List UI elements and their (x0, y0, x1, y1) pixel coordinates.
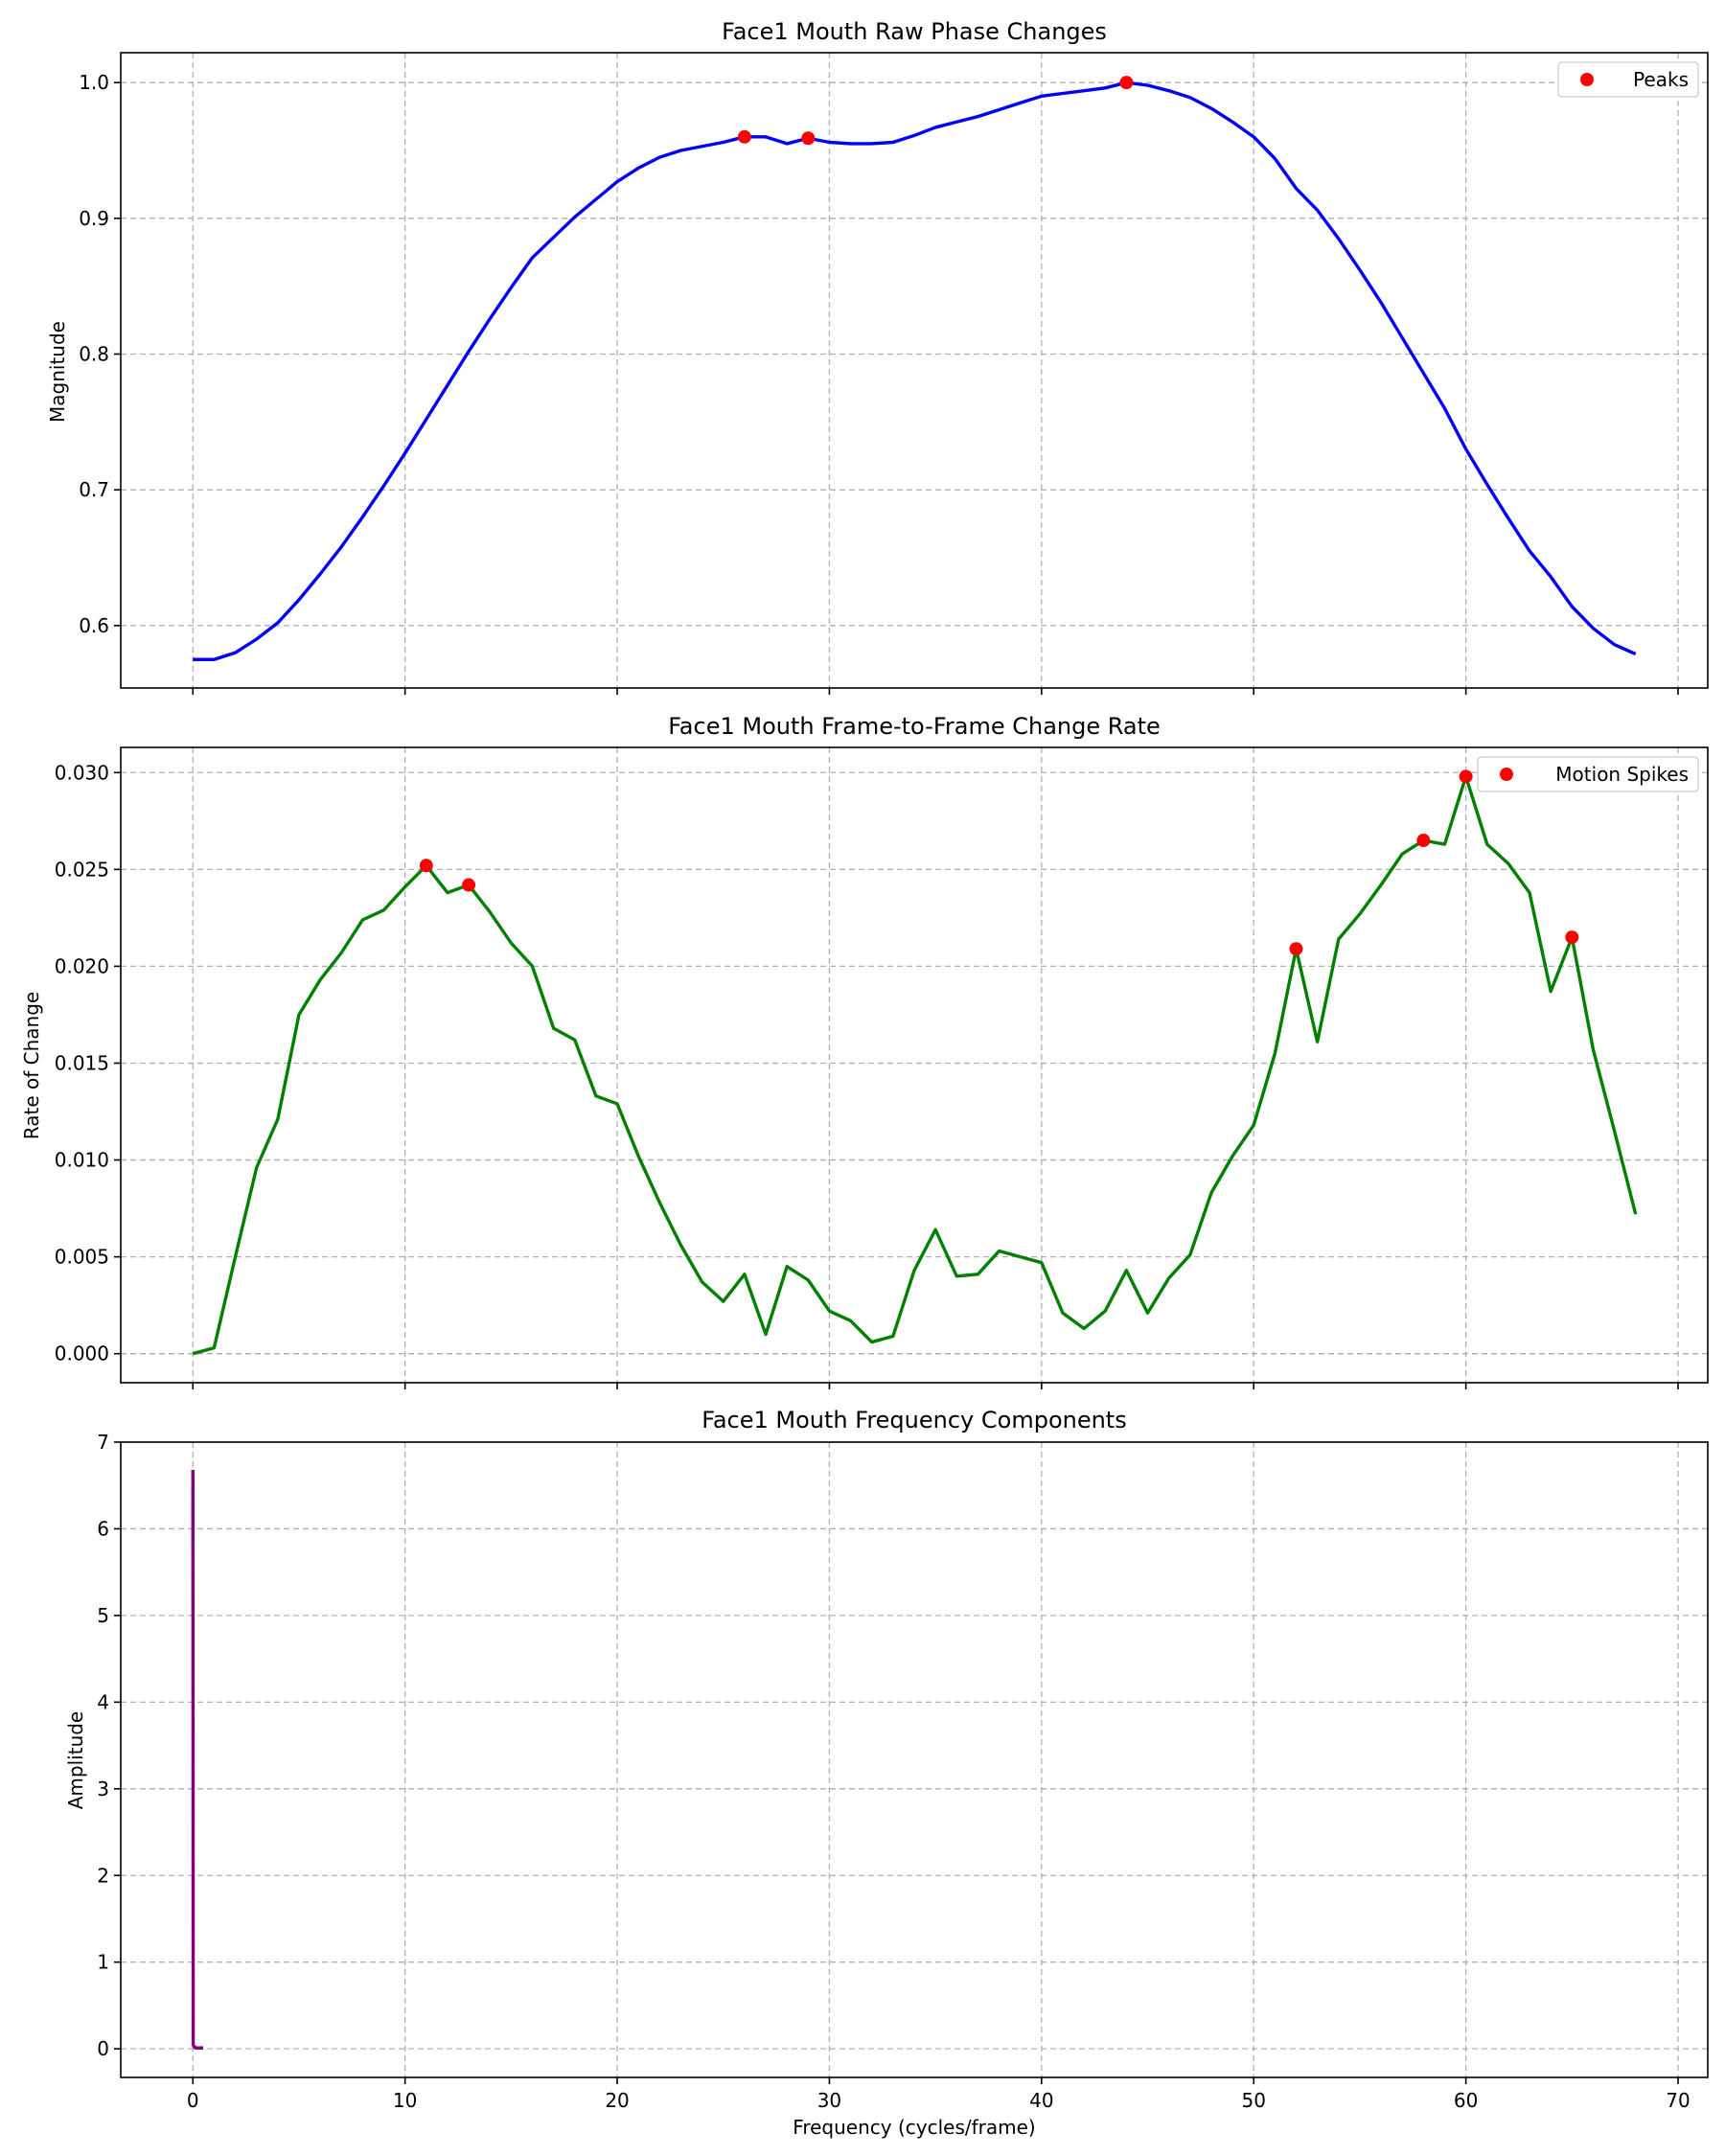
x-tick-label: 70 (1666, 2089, 1690, 2112)
y-tick-label: 0.9 (79, 207, 109, 230)
y-tick-label: 0.025 (55, 858, 109, 881)
y-tick-label: 7 (97, 1431, 109, 1454)
x-tick-label: 40 (1029, 2089, 1053, 2112)
grid (121, 53, 1708, 688)
y-tick-label: 0.005 (55, 1246, 109, 1269)
series-line (192, 774, 1638, 1356)
axes: 0 10 20 30 40 50 60 70 0 1 2 3 4 5 6 7 (97, 1431, 1690, 2112)
marker-point (462, 878, 476, 892)
series-line (193, 80, 1637, 661)
y-tick-label: 0.030 (55, 761, 109, 784)
legend-box (1477, 756, 1699, 792)
legend-marker-peaks (1580, 73, 1594, 86)
legend: Motion Spikes (1477, 756, 1699, 792)
y-tick-label: 0.010 (55, 1149, 109, 1172)
grid (121, 747, 1708, 1383)
y-tick-label: 1.0 (79, 71, 109, 94)
plot-frame (120, 746, 1709, 1384)
legend-box (1557, 61, 1699, 98)
x-tick-label: 0 (187, 2089, 199, 2112)
marker-point (1459, 769, 1473, 784)
panel-raw-phase: Face1 Mouth Raw Phase Changes Magnitude … (46, 18, 1709, 695)
y-tick-label: 4 (97, 1690, 109, 1713)
series (193, 80, 1637, 661)
legend-label-motion-spikes: Motion Spikes (1555, 763, 1689, 786)
legend-label-peaks: Peaks (1633, 68, 1689, 91)
marker-point (801, 131, 816, 146)
chart-title: Face1 Mouth Raw Phase Changes (722, 18, 1107, 45)
x-tick-label: 50 (1241, 2089, 1265, 2112)
plot-frame (120, 52, 1709, 689)
axes: 0.6 0.7 0.8 0.9 1.0 (79, 71, 1679, 695)
markers (419, 769, 1579, 956)
marker-point (1416, 834, 1431, 848)
legend: Peaks (1557, 61, 1699, 98)
y-axis-label: Amplitude (64, 1711, 87, 1810)
marker-point (737, 129, 751, 144)
y-tick-label: 2 (97, 1864, 109, 1887)
x-tick-label: 20 (605, 2089, 629, 2112)
series (192, 774, 1638, 1356)
legend-marker-motion-spikes (1500, 768, 1513, 781)
y-tick-label: 0.020 (55, 954, 109, 977)
chart-title: Face1 Mouth Frame-to-Frame Change Rate (668, 713, 1161, 740)
y-tick-label: 0.8 (79, 343, 109, 366)
x-tick-label: 60 (1454, 2089, 1478, 2112)
y-tick-label: 3 (97, 1778, 109, 1800)
marker-point (419, 859, 433, 873)
series-line (191, 1469, 205, 2050)
markers (737, 76, 1134, 146)
y-axis-label: Magnitude (46, 321, 69, 423)
y-tick-label: 6 (97, 1517, 109, 1540)
marker-point (1565, 930, 1579, 945)
plot-frame (120, 1441, 1709, 2078)
marker-point (1119, 76, 1134, 90)
y-tick-label: 0 (97, 2037, 109, 2060)
x-tick-label: 30 (817, 2089, 841, 2112)
y-tick-label: 0.6 (79, 614, 109, 637)
series (191, 1469, 205, 2050)
marker-point (1289, 942, 1303, 956)
y-tick-label: 0.000 (55, 1342, 109, 1365)
x-tick-label: 10 (393, 2089, 417, 2112)
y-tick-label: 5 (97, 1604, 109, 1627)
chart-title: Face1 Mouth Frequency Components (702, 1407, 1126, 1434)
panel-frequency: Face1 Mouth Frequency Components Amplitu… (64, 1407, 1709, 2139)
axes: 0.000 0.005 0.010 0.015 0.020 0.025 0.030 (55, 761, 1679, 1389)
panel-change-rate: Face1 Mouth Frame-to-Frame Change Rate R… (20, 713, 1709, 1389)
y-tick-label: 1 (97, 1951, 109, 1974)
x-axis-label: Frequency (cycles/frame) (793, 2116, 1035, 2139)
y-tick-label: 0.015 (55, 1051, 109, 1074)
y-axis-label: Rate of Change (20, 992, 43, 1139)
y-tick-label: 0.7 (79, 478, 109, 501)
